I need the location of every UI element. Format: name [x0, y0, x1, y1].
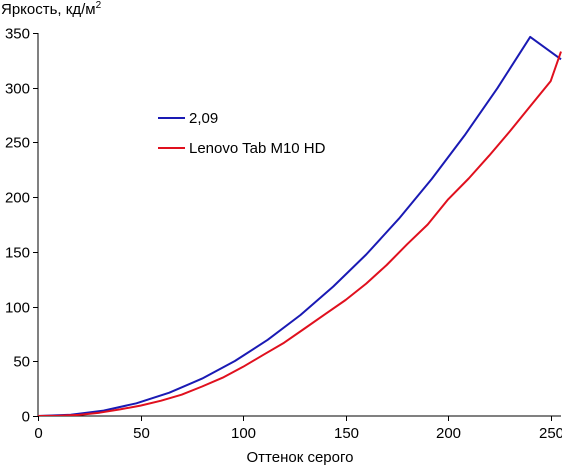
y-tick-label-200: 200 [5, 190, 30, 207]
legend-label-1: 2,09 [189, 110, 218, 127]
x-tick-label-100: 100 [231, 425, 256, 442]
y-tick-label-350: 350 [5, 26, 30, 43]
legend-label-2: Lenovo Tab M10 HD [189, 140, 326, 157]
series-line-1 [38, 35, 562, 416]
x-tick-label-0: 0 [34, 425, 42, 442]
y-tick-label-300: 300 [5, 81, 30, 98]
x-tick-label-250: 250 [539, 425, 562, 442]
y-tick-label-50: 50 [13, 354, 30, 371]
y-tick-label-150: 150 [5, 245, 30, 262]
x-tick-label-50: 50 [133, 425, 150, 442]
y-tick-label-250: 250 [5, 135, 30, 152]
x-axis-title: Оттенок серого [246, 449, 354, 466]
y-tick-label-0: 0 [22, 409, 30, 426]
series-line-2 [38, 51, 562, 416]
y-axis-title-superscript: 2 [95, 0, 102, 11]
y-axis-title: Яркость, кд/м2 [1, 0, 102, 19]
x-tick-label-150: 150 [334, 425, 359, 442]
x-tick-label-200: 200 [436, 425, 461, 442]
y-tick-label-100: 100 [5, 300, 30, 317]
